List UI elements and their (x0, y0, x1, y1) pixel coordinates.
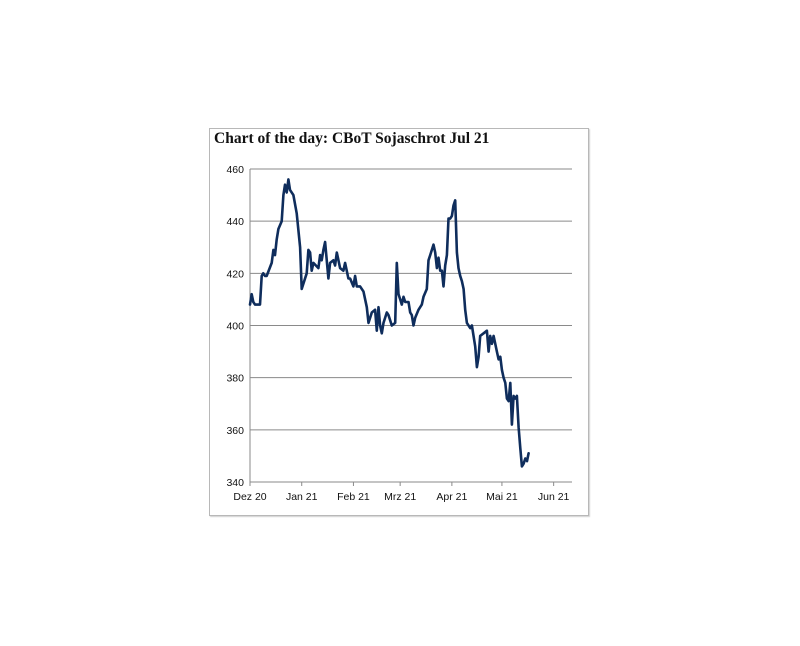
y-tick-label: 340 (226, 477, 244, 489)
x-tick-label: Dez 20 (233, 491, 266, 503)
x-tick-label: Mrz 21 (384, 491, 416, 503)
price-line (248, 178, 530, 468)
y-tick-label: 460 (226, 164, 244, 176)
x-tick-label: Mai 21 (486, 491, 518, 503)
y-tick-label: 380 (226, 373, 244, 385)
y-tick-label: 440 (226, 216, 244, 228)
x-tick-label: Jun 21 (538, 491, 570, 503)
x-tick-label: Feb 21 (337, 491, 370, 503)
chart-frame: Chart of the day: CBoT Sojaschrot Jul 21… (209, 128, 589, 516)
chart-title: Chart of the day: CBoT Sojaschrot Jul 21 (214, 130, 490, 147)
y-tick-label: 400 (226, 321, 244, 333)
y-tick-label: 420 (226, 268, 244, 280)
y-tick-label: 360 (226, 425, 244, 437)
chart-plot: 340 360 380 400 420 440 460 Dez 20 Jan 21 Feb 21 M… (226, 164, 572, 503)
x-tick-label: Apr 21 (436, 491, 467, 503)
x-tick-label: Jan 21 (286, 491, 318, 503)
